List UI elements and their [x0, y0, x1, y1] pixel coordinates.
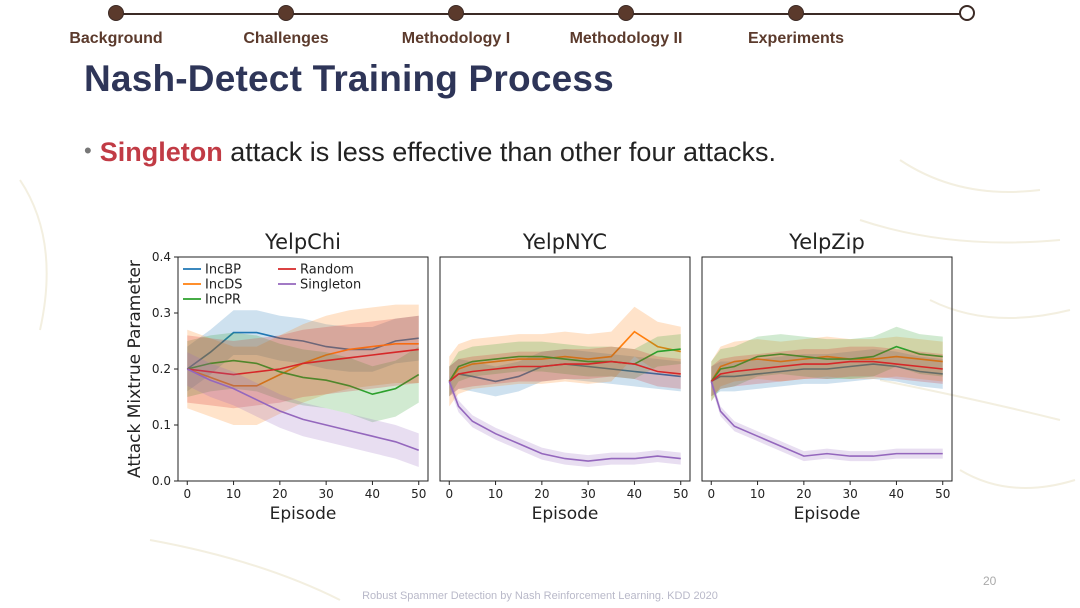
progress-node-4[interactable] — [618, 5, 634, 21]
legend-label-incpr: IncPR — [205, 293, 241, 308]
x-tick-label: 20 — [534, 487, 549, 501]
legend-label-incds: IncDS — [205, 278, 242, 293]
plot-frame — [701, 256, 953, 482]
band-random — [711, 346, 943, 397]
x-tick-label: 30 — [319, 487, 334, 501]
line-random — [710, 360, 943, 383]
nav-item-experiments[interactable]: Experiments — [747, 30, 845, 47]
x-tick-label: 50 — [935, 487, 950, 501]
chart-yelpnyc: YelpNYC 0 10 20 30 40 50 Episode — [439, 230, 691, 524]
progress-node-1[interactable] — [108, 5, 124, 21]
band-random — [449, 346, 681, 397]
y-tick-label: 0.1 — [152, 418, 171, 432]
y-tick-label: 0.0 — [152, 474, 171, 488]
x-axis-label: Episode — [794, 504, 861, 524]
chart-yelpchi: YelpChi 0 10 20 30 40 50 Episode 0.0 0.1 0.2 0.3 0.4… — [125, 230, 429, 524]
chart-title: YelpNYC — [522, 230, 607, 254]
y-axis-label: Attack Mixtrue Parameter — [125, 260, 145, 478]
band-random — [187, 315, 419, 409]
line-singleton — [710, 381, 943, 457]
x-tick-label: 0 — [707, 487, 715, 501]
x-tick-label: 50 — [411, 487, 426, 501]
bullet-text: attack is less effective than other four… — [230, 137, 776, 167]
bullet-dot-icon: • — [84, 138, 92, 163]
bullet-highlight: Singleton — [99, 137, 223, 167]
legend-label-random: Random — [300, 263, 354, 278]
y-tick-label: 0.4 — [152, 250, 171, 264]
line-incpr — [710, 345, 943, 382]
line-singleton — [448, 381, 681, 462]
footer-citation: Robust Spammer Detection by Nash Reinfor… — [362, 590, 718, 602]
nav-item-methodology-i[interactable]: Methodology I — [401, 30, 511, 47]
progress-line — [116, 13, 967, 15]
line-random — [448, 360, 681, 383]
x-tick-label: 10 — [226, 487, 241, 501]
legend-label-incbp: IncBP — [205, 263, 241, 278]
x-tick-label: 40 — [365, 487, 380, 501]
nav-item-methodology-ii[interactable]: Methodology II — [569, 30, 683, 47]
line-random — [187, 348, 419, 376]
x-tick-label: 10 — [750, 487, 765, 501]
x-tick-label: 10 — [488, 487, 503, 501]
slide-title: Nash-Detect Training Process — [84, 58, 614, 99]
page-number: 20 — [983, 574, 997, 588]
band-incbp — [449, 349, 681, 397]
chart-title: YelpZip — [788, 230, 865, 254]
x-tick-label: 20 — [796, 487, 811, 501]
x-tick-label: 30 — [581, 487, 596, 501]
x-tick-label: 0 — [445, 487, 453, 501]
bullet-point: • Singleton attack is less effective than… — [84, 137, 776, 168]
x-tick-label: 40 — [889, 487, 904, 501]
line-incbp — [186, 331, 419, 370]
y-tick-label: 0.3 — [152, 306, 171, 320]
plot-frame — [439, 256, 691, 482]
line-incpr — [187, 359, 420, 396]
x-tick-label: 0 — [183, 487, 191, 501]
progress-node-3[interactable] — [448, 5, 464, 21]
x-tick-label: 30 — [843, 487, 858, 501]
figure-chart-panels: YelpChi 0 10 20 30 40 50 Episode 0.0 0.1 0.2 0.3 0.4… — [125, 230, 953, 524]
line-singleton — [186, 368, 420, 451]
nav-item-background[interactable]: Background — [69, 30, 163, 47]
band-incbp — [187, 310, 419, 392]
line-incbp — [710, 363, 943, 383]
nav-item-challenges[interactable]: Challenges — [243, 30, 329, 47]
progress-node-6[interactable] — [959, 5, 975, 21]
x-tick-label: 40 — [627, 487, 642, 501]
x-tick-label: 50 — [673, 487, 688, 501]
progress-node-5[interactable] — [788, 5, 804, 21]
band-singleton — [711, 376, 943, 462]
chart-title: YelpChi — [264, 230, 341, 254]
line-incpr — [448, 348, 681, 382]
x-axis-label: Episode — [270, 504, 337, 524]
progress-node-2[interactable] — [278, 5, 294, 21]
band-singleton — [187, 352, 419, 467]
legend-label-singleton: Singleton — [300, 278, 361, 293]
x-tick-label: 20 — [272, 487, 287, 501]
band-singleton — [449, 375, 681, 468]
x-axis-label: Episode — [532, 504, 599, 524]
band-incds — [711, 336, 943, 402]
band-incpr — [449, 334, 681, 397]
progress-nav: Background Challenges Methodology I Methodo… — [0, 0, 1080, 56]
chart-yelpzip: YelpZip 0 10 20 30 40 50 Episode — [701, 230, 953, 524]
y-tick-label: 0.2 — [152, 362, 171, 376]
